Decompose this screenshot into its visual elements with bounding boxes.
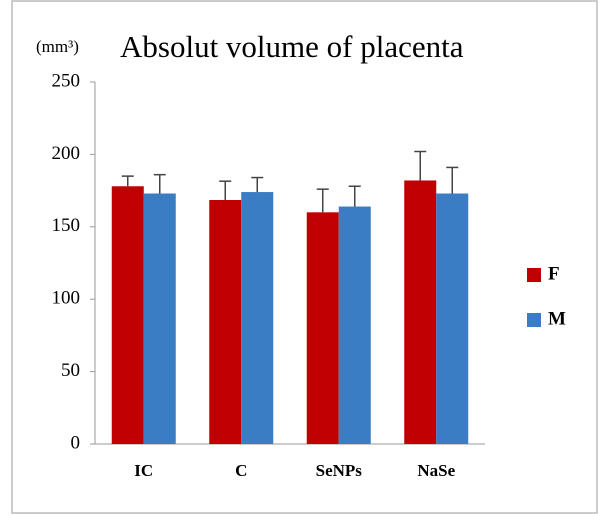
bar <box>338 206 371 444</box>
bar <box>111 186 144 445</box>
error-bar <box>153 173 166 194</box>
error-bar <box>251 176 264 193</box>
legend-label: M <box>548 308 566 329</box>
error-bar <box>446 166 459 194</box>
y-tick-label: 250 <box>52 70 81 91</box>
y-axis-label: (mm³) <box>36 37 79 56</box>
error-bar <box>316 188 329 213</box>
chart-title: Absolut volume of placenta <box>120 29 464 64</box>
legend-swatch <box>527 268 541 282</box>
error-bar <box>121 175 134 187</box>
bar <box>404 180 437 445</box>
x-tick-label: NaSe <box>417 461 455 480</box>
y-tick-label: 200 <box>52 143 81 164</box>
bar <box>209 200 242 444</box>
bar <box>306 212 339 444</box>
legend-label: F <box>548 263 560 284</box>
x-tick-label: IC <box>134 461 153 480</box>
bar <box>436 193 469 444</box>
legend-swatch <box>527 313 541 327</box>
x-tick-label: C <box>235 461 247 480</box>
y-tick-label: 150 <box>52 215 81 236</box>
error-bar <box>219 180 232 201</box>
bar <box>143 193 176 444</box>
error-bar <box>348 185 361 207</box>
error-bar <box>414 150 427 181</box>
bar <box>241 192 274 444</box>
frame <box>11 0 598 514</box>
y-tick-label: 50 <box>61 360 80 381</box>
y-tick-label: 100 <box>52 288 81 309</box>
y-tick-label: 0 <box>71 432 81 453</box>
x-tick-label: SeNPs <box>316 461 363 480</box>
